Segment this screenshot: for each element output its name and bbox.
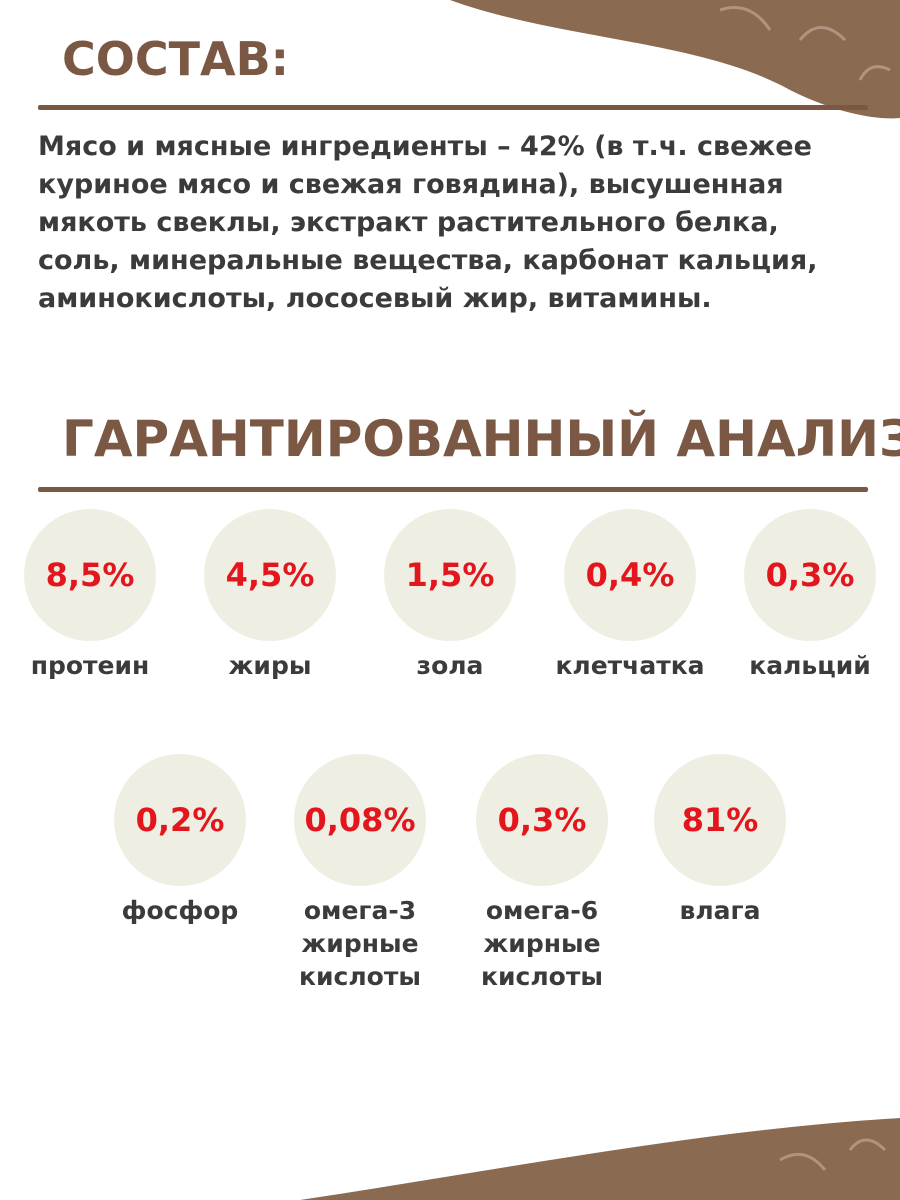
label-line: омега-3 — [303, 896, 417, 925]
item-label: протеин — [0, 649, 190, 682]
item-label: жиры — [170, 649, 370, 682]
label-line: жиры — [228, 651, 312, 680]
item-label: омега-6 жирные кислоты — [442, 894, 642, 993]
label-line: жирные — [483, 929, 601, 958]
value-badge: 81% — [654, 754, 786, 886]
text-line: Мясо и мясные ингредиенты – 42% (в т.ч. … — [38, 131, 812, 162]
item-label: фосфор — [80, 894, 280, 927]
value-badge: 0,4% — [564, 509, 696, 641]
item-label: влага — [620, 894, 820, 927]
item-label: кальций — [710, 649, 900, 682]
value-badge: 1,5% — [384, 509, 516, 641]
value-badge: 8,5% — [24, 509, 156, 641]
value-badge: 0,2% — [114, 754, 246, 886]
label-line: влага — [679, 896, 761, 925]
value-badge: 0,3% — [744, 509, 876, 641]
item-label: омега-3 жирные кислоты — [260, 894, 460, 993]
text-line: аминокислоты, лососевый жир, витамины. — [38, 283, 712, 314]
label-line: фосфор — [121, 896, 239, 925]
item-label: зола — [350, 649, 550, 682]
section-title: СОСТАВ: — [62, 32, 290, 86]
label-line: омега-6 — [485, 896, 599, 925]
value-badge: 4,5% — [204, 509, 336, 641]
label-line: клетчатка — [555, 651, 705, 680]
text-line: куриное мясо и свежая говядина), высушен… — [38, 169, 784, 200]
label-line: кислоты — [481, 962, 603, 991]
value-badge: 0,08% — [294, 754, 426, 886]
divider — [38, 105, 868, 110]
section-title: ГАРАНТИРОВАННЫЙ АНАЛИЗ: — [62, 410, 900, 468]
label-line: протеин — [30, 651, 150, 680]
label-line: жирные — [301, 929, 419, 958]
composition-text: Мясо и мясные ингредиенты – 42% (в т.ч. … — [38, 128, 817, 318]
label-line: кислоты — [299, 962, 421, 991]
label-line: кальций — [749, 651, 871, 680]
divider — [38, 487, 868, 492]
value-badge: 0,3% — [476, 754, 608, 886]
text-line: соль, минеральные вещества, карбонат кал… — [38, 245, 818, 276]
label-line: зола — [416, 651, 484, 680]
item-label: клетчатка — [530, 649, 730, 682]
text-line: мякоть свеклы, экстракт растительного бе… — [38, 207, 779, 238]
